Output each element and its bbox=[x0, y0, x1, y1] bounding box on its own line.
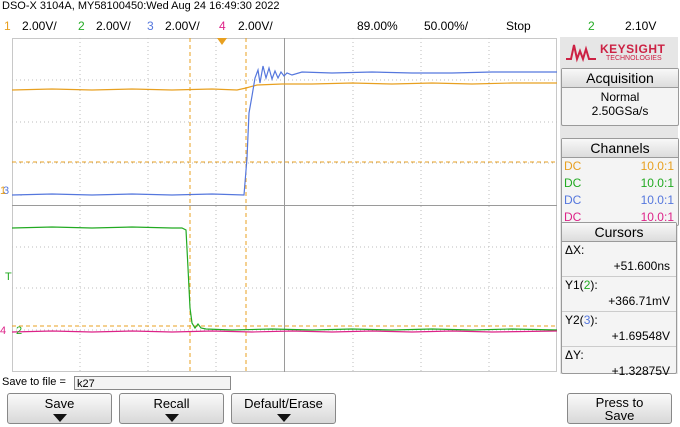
y1-label: Y1( bbox=[565, 278, 584, 292]
time-position[interactable]: 89.00% bbox=[357, 19, 398, 33]
dx-value: +51.600ns bbox=[613, 259, 670, 273]
brand-sub: TECHNOLOGIES bbox=[606, 55, 662, 62]
trigger-position-marker[interactable] bbox=[217, 38, 227, 45]
press-to-save-softkey[interactable]: Press to Save bbox=[567, 393, 672, 424]
trigger-channel[interactable]: 2 bbox=[588, 19, 595, 33]
recall-softkey[interactable]: Recall bbox=[119, 393, 224, 424]
ch3-scale[interactable]: 2.00V/ bbox=[165, 19, 200, 33]
center-axes bbox=[12, 38, 557, 372]
acquisition-title: Acquisition bbox=[562, 69, 678, 88]
ch2-trace bbox=[12, 226, 557, 331]
ch1-number[interactable]: 1 bbox=[4, 19, 11, 33]
cursor-y1-row[interactable]: Y1(2): +366.71mV bbox=[562, 276, 676, 311]
ch2-number[interactable]: 2 bbox=[78, 19, 85, 33]
y2-label: Y2( bbox=[565, 313, 584, 327]
ch3-coupling: DC bbox=[564, 193, 582, 207]
y2-value: +1.69548V bbox=[611, 329, 670, 343]
ch1-probe: 10.0:1 bbox=[640, 159, 674, 173]
save-softkey-label: Save bbox=[44, 396, 75, 411]
waveform-display[interactable] bbox=[12, 38, 557, 372]
y1-value: +366.71mV bbox=[608, 294, 670, 308]
save-file-label: Save to file = bbox=[2, 376, 66, 388]
keysight-wave-icon bbox=[566, 44, 596, 63]
ch3-trace bbox=[12, 65, 557, 196]
y2-close: ): bbox=[590, 313, 598, 327]
cursor-y2-row[interactable]: Y2(3): +1.69548V bbox=[562, 311, 676, 346]
ch2-probe: 10.0:1 bbox=[640, 176, 674, 190]
acquisition-mode: Normal bbox=[600, 90, 640, 104]
ch4-probe: 10.0:1 bbox=[640, 210, 674, 224]
ch1-coupling: DC bbox=[564, 159, 582, 173]
ch3-probe: 10.0:1 bbox=[640, 193, 674, 207]
window-title: DSO-X 3104A, MY58100450:Wed Aug 24 16:49… bbox=[2, 0, 280, 12]
save-softkey[interactable]: Save bbox=[7, 393, 112, 424]
time-scale[interactable]: 50.00%/ bbox=[424, 19, 469, 33]
recall-softkey-arrow-icon bbox=[164, 414, 179, 422]
channel-row-2[interactable]: DC 10.0:1 bbox=[562, 175, 678, 192]
save-file-name-field[interactable]: k27 bbox=[74, 376, 231, 390]
ch2-scale[interactable]: 2.00V/ bbox=[96, 19, 131, 33]
dx-label: ΔX: bbox=[565, 243, 585, 257]
ch4-number[interactable]: 4 bbox=[219, 19, 226, 33]
y2-channel: 3 bbox=[583, 313, 591, 327]
channels-box[interactable]: Channels DC 10.0:1 DC 10.0:1 DC 10.0:1 DC 10… bbox=[561, 138, 679, 226]
dy-label: ΔY: bbox=[565, 348, 584, 362]
recall-softkey-label: Recall bbox=[153, 396, 190, 411]
cursors-box[interactable]: Cursors ΔX: +51.600ns Y1(2): +366.71mV Y… bbox=[561, 222, 677, 378]
cursors-title: Cursors bbox=[562, 223, 676, 242]
channel-row-3[interactable]: DC 10.0:1 bbox=[562, 192, 678, 209]
trigger-level-marker[interactable]: T bbox=[5, 271, 12, 283]
press-to-save-label-1: Press to bbox=[595, 395, 644, 410]
ch3-ground-marker[interactable]: 3 bbox=[3, 185, 10, 197]
ch4-scale[interactable]: 2.00V/ bbox=[238, 19, 273, 33]
run-state[interactable]: Stop bbox=[506, 19, 531, 33]
ch4-trace bbox=[12, 330, 557, 333]
cursor-dx-row[interactable]: ΔX: +51.600ns bbox=[562, 242, 676, 276]
ch4-ground-marker[interactable]: 4 bbox=[0, 325, 7, 337]
ch4-coupling: DC bbox=[564, 210, 582, 224]
channel-row-4[interactable]: DC 10.0:1 bbox=[562, 209, 678, 226]
acquisition-box[interactable]: Acquisition Normal 2.50GSa/s bbox=[561, 68, 679, 126]
ch1-ground-marker[interactable]: 1 bbox=[0, 185, 7, 197]
ch2-coupling: DC bbox=[564, 176, 582, 190]
save-softkey-arrow-icon bbox=[52, 414, 67, 422]
keysight-logo: KEYSIGHT TECHNOLOGIES bbox=[566, 39, 672, 65]
brand-name: KEYSIGHT bbox=[600, 42, 666, 56]
channel-row-1[interactable]: DC 10.0:1 bbox=[562, 158, 678, 175]
waveform-svg bbox=[12, 38, 557, 372]
acquisition-rate: 2.50GSa/s bbox=[591, 104, 649, 118]
status-bar: 1 2.00V/ 2 2.00V/ 3 2.00V/ 4 2.00V/ 89.0… bbox=[0, 17, 680, 36]
default-erase-softkey[interactable]: Default/Erase bbox=[231, 393, 336, 424]
dy-value: +1.32875V bbox=[611, 364, 670, 378]
ch2-ground-marker[interactable]: 2 bbox=[16, 325, 23, 337]
side-panel: KEYSIGHT TECHNOLOGIES Acquisition Normal… bbox=[560, 37, 679, 378]
default-erase-softkey-label: Default/Erase bbox=[244, 396, 323, 411]
channels-title: Channels bbox=[562, 139, 678, 158]
y1-channel: 2 bbox=[583, 278, 591, 292]
y1-close: ): bbox=[590, 278, 598, 292]
ch1-trace bbox=[12, 82, 557, 91]
ch3-number[interactable]: 3 bbox=[147, 19, 154, 33]
default-erase-softkey-arrow-icon bbox=[276, 414, 291, 422]
cursor-dy-row[interactable]: ΔY: +1.32875V bbox=[562, 346, 676, 381]
trigger-level[interactable]: 2.10V bbox=[625, 19, 657, 33]
press-to-save-label-2: Save bbox=[604, 408, 635, 423]
ch1-scale[interactable]: 2.00V/ bbox=[22, 19, 57, 33]
